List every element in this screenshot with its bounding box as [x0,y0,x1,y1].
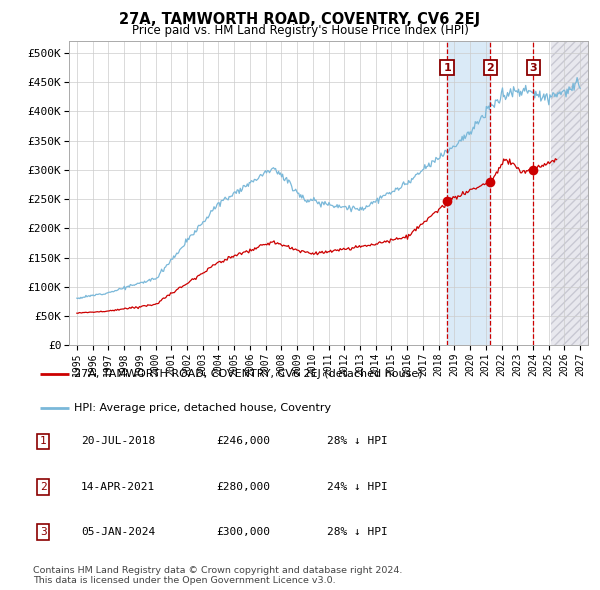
Text: Contains HM Land Registry data © Crown copyright and database right 2024.
This d: Contains HM Land Registry data © Crown c… [33,566,403,585]
Text: £280,000: £280,000 [216,482,270,491]
Text: 27A, TAMWORTH ROAD, COVENTRY, CV6 2EJ: 27A, TAMWORTH ROAD, COVENTRY, CV6 2EJ [119,12,481,27]
Text: 1: 1 [40,437,47,446]
Text: 27A, TAMWORTH ROAD, COVENTRY, CV6 2EJ (detached house): 27A, TAMWORTH ROAD, COVENTRY, CV6 2EJ (d… [74,369,423,379]
Text: 28% ↓ HPI: 28% ↓ HPI [327,437,388,446]
Text: 2: 2 [487,63,494,73]
Text: 14-APR-2021: 14-APR-2021 [81,482,155,491]
Text: 20-JUL-2018: 20-JUL-2018 [81,437,155,446]
Text: 28% ↓ HPI: 28% ↓ HPI [327,527,388,537]
Text: £300,000: £300,000 [216,527,270,537]
Text: 2: 2 [40,482,47,491]
Text: 05-JAN-2024: 05-JAN-2024 [81,527,155,537]
Bar [551,41,588,345]
Text: 1: 1 [443,63,451,73]
Text: HPI: Average price, detached house, Coventry: HPI: Average price, detached house, Cove… [74,403,331,413]
Text: 3: 3 [529,63,537,73]
Bar [551,41,588,345]
Text: Price paid vs. HM Land Registry's House Price Index (HPI): Price paid vs. HM Land Registry's House … [131,24,469,37]
Text: £246,000: £246,000 [216,437,270,446]
Bar [447,41,490,345]
Text: 3: 3 [40,527,47,537]
Text: 24% ↓ HPI: 24% ↓ HPI [327,482,388,491]
